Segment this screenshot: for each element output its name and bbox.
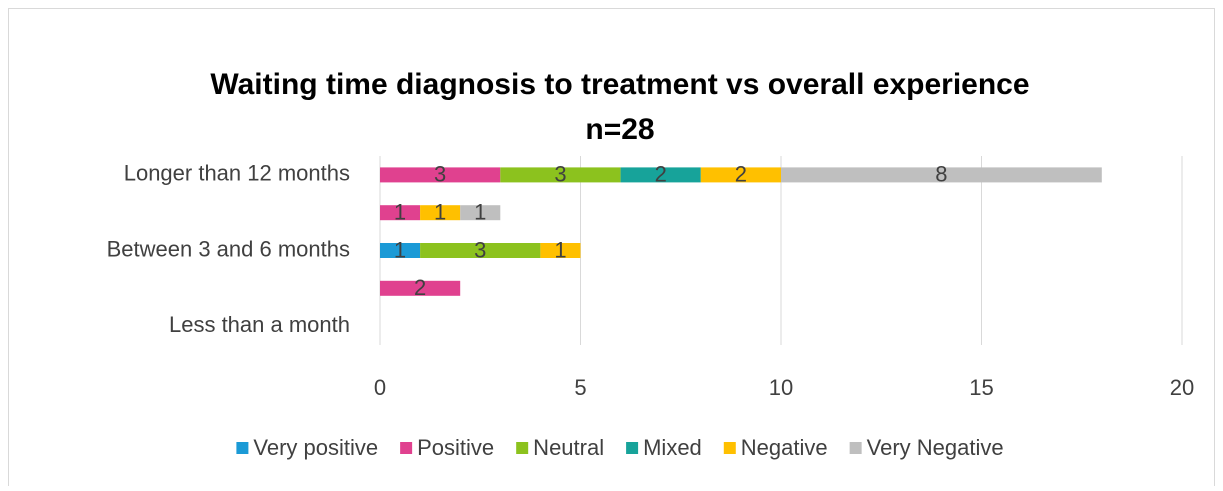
data-label: 2 xyxy=(655,162,667,187)
data-label: 1 xyxy=(554,237,566,262)
bar-segment xyxy=(700,167,781,183)
legend-swatch xyxy=(516,442,529,454)
data-label: 3 xyxy=(554,162,566,187)
legend: Very positive Positive Neutral Mixed Negativ… xyxy=(236,435,1004,460)
chart-title: Waiting time diagnosis to treatment vs o… xyxy=(210,68,1029,101)
y-tick-label: Between 3 and 6 months xyxy=(107,236,350,261)
bar-segment xyxy=(420,205,461,221)
bar-segment xyxy=(380,243,421,258)
data-label: 8 xyxy=(935,162,947,187)
legend-label: Neutral xyxy=(533,435,604,460)
x-tick-label: 5 xyxy=(574,375,586,400)
data-label: 3 xyxy=(434,162,446,187)
data-label: 1 xyxy=(394,200,406,225)
legend-swatch xyxy=(849,442,862,454)
bar-segment xyxy=(540,243,581,258)
legend-label: Positive xyxy=(417,435,494,460)
bar-segment xyxy=(420,243,541,258)
bar-segment xyxy=(620,167,701,183)
bar-segment xyxy=(500,167,621,183)
data-label: 1 xyxy=(434,200,446,225)
legend-label: Very positive xyxy=(253,435,378,460)
bar-segment xyxy=(460,205,501,221)
legend-swatch xyxy=(400,442,413,454)
y-tick-label: Less than a month xyxy=(169,312,350,337)
legend-swatch xyxy=(236,442,249,454)
chart-border xyxy=(8,8,1215,491)
legend-label: Negative xyxy=(741,435,828,460)
legend-swatch xyxy=(626,442,639,454)
bar-segment xyxy=(380,205,421,221)
y-tick-label: Longer than 12 months xyxy=(124,161,350,186)
legend-label: Mixed xyxy=(643,435,702,460)
bar-segment xyxy=(380,167,501,183)
x-tick-label: 10 xyxy=(769,375,793,400)
x-tick-label: 20 xyxy=(1170,375,1194,400)
bar-segment xyxy=(781,167,1102,183)
data-label: 3 xyxy=(474,237,486,262)
x-tick-label: 15 xyxy=(969,375,993,400)
data-label: 2 xyxy=(414,275,426,300)
legend-swatch xyxy=(723,442,736,454)
bar-segment xyxy=(380,280,461,296)
data-label: 1 xyxy=(394,237,406,262)
legend-label: Very Negative xyxy=(867,435,1004,460)
data-label: 2 xyxy=(735,162,747,187)
x-tick-label: 0 xyxy=(374,375,386,400)
data-label: 1 xyxy=(474,200,486,225)
chart-subtitle: n=28 xyxy=(585,113,654,146)
